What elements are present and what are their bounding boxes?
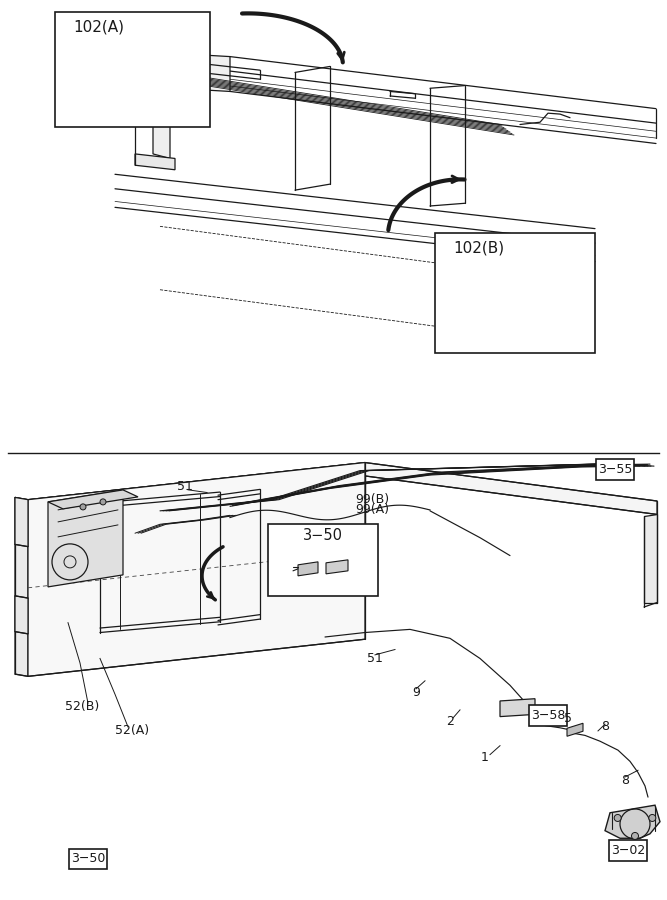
Polygon shape (28, 463, 365, 677)
Text: 102(A): 102(A) (73, 19, 124, 34)
Bar (529, 706, 567, 726)
Text: 102(B): 102(B) (453, 240, 504, 256)
Circle shape (614, 814, 621, 822)
Circle shape (100, 499, 106, 505)
Polygon shape (513, 283, 527, 297)
Polygon shape (326, 560, 348, 574)
Polygon shape (119, 62, 129, 77)
Bar (69, 849, 107, 869)
Text: 52(A): 52(A) (115, 724, 149, 736)
Polygon shape (479, 279, 501, 301)
Polygon shape (509, 279, 531, 301)
Text: 3−50: 3−50 (303, 528, 343, 544)
Bar (609, 841, 647, 861)
Text: 52(B): 52(B) (65, 700, 99, 714)
Text: 1: 1 (481, 752, 489, 764)
Polygon shape (28, 463, 365, 515)
Polygon shape (48, 490, 138, 508)
Polygon shape (298, 562, 318, 576)
Bar (268, 524, 378, 596)
Circle shape (80, 504, 86, 510)
Polygon shape (133, 62, 143, 77)
Bar (596, 459, 634, 480)
Polygon shape (48, 490, 123, 587)
Polygon shape (483, 283, 497, 297)
Polygon shape (15, 498, 28, 677)
Text: 2: 2 (446, 715, 454, 727)
Text: 3−50: 3−50 (71, 852, 105, 865)
Polygon shape (365, 463, 657, 515)
Polygon shape (472, 301, 535, 310)
Polygon shape (644, 515, 657, 602)
Circle shape (632, 832, 638, 840)
Polygon shape (15, 596, 28, 634)
Text: 3−58: 3−58 (531, 709, 565, 722)
Text: 51: 51 (177, 480, 193, 492)
Polygon shape (605, 806, 660, 838)
Circle shape (649, 814, 656, 822)
Polygon shape (105, 62, 115, 77)
Text: 3−55: 3−55 (598, 464, 632, 476)
Text: 99(A): 99(A) (355, 503, 389, 517)
Polygon shape (135, 154, 175, 170)
Text: 9: 9 (412, 686, 420, 698)
Text: 8: 8 (621, 774, 629, 787)
Bar (435, 233, 595, 353)
Bar (55, 12, 210, 127)
Text: 5: 5 (564, 712, 572, 725)
Text: 99(B): 99(B) (355, 493, 389, 506)
Text: 51: 51 (367, 652, 383, 665)
Polygon shape (175, 53, 230, 92)
Polygon shape (532, 706, 548, 718)
Polygon shape (153, 64, 170, 158)
Polygon shape (97, 60, 103, 85)
Polygon shape (15, 498, 28, 546)
Text: 3−02: 3−02 (611, 844, 645, 858)
Polygon shape (500, 698, 535, 716)
Polygon shape (567, 724, 583, 736)
Polygon shape (135, 48, 175, 64)
Polygon shape (95, 85, 140, 91)
Text: 8: 8 (601, 720, 609, 733)
